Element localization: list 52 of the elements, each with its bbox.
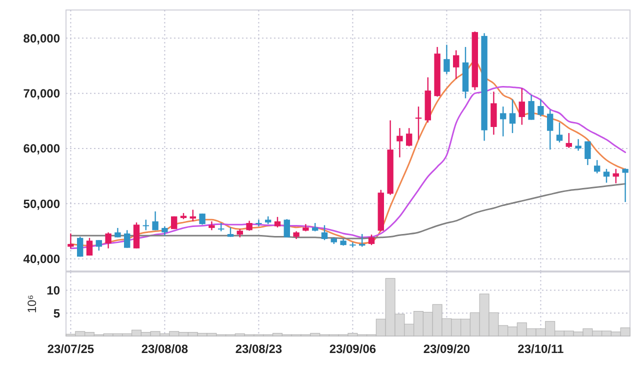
candlestick bbox=[350, 242, 356, 248]
candlestick bbox=[518, 88, 525, 126]
candlestick bbox=[453, 50, 460, 80]
y-tick-label: 10 bbox=[46, 283, 60, 298]
candlestick bbox=[124, 230, 130, 248]
x-tick-label: 23/08/23 bbox=[235, 342, 282, 356]
x-tick-label: 23/07/25 bbox=[47, 342, 94, 356]
candlestick bbox=[227, 226, 234, 238]
candlestick bbox=[86, 237, 93, 256]
y-tick-label: 40,000 bbox=[23, 252, 60, 266]
candlestick bbox=[321, 224, 328, 241]
candlestick bbox=[246, 220, 252, 232]
candlestick bbox=[406, 127, 412, 147]
candlestick bbox=[509, 98, 516, 134]
candlestick bbox=[622, 168, 628, 203]
candlestick bbox=[77, 236, 84, 258]
candlestick bbox=[68, 232, 74, 249]
candlestick bbox=[114, 227, 121, 238]
candlestick bbox=[105, 232, 112, 249]
candlestick bbox=[96, 240, 102, 252]
x-tick-label: 23/08/08 bbox=[141, 342, 188, 356]
candlestick bbox=[500, 106, 506, 137]
candlestick bbox=[133, 222, 140, 249]
candlestick bbox=[368, 234, 375, 246]
x-tick-label: 23/09/06 bbox=[329, 342, 376, 356]
candlestick bbox=[490, 91, 497, 136]
candlestick bbox=[142, 219, 149, 231]
y-tick-label: 60,000 bbox=[23, 142, 60, 156]
y-tick-label: 50,000 bbox=[23, 196, 60, 211]
y-tick-label: 5 bbox=[53, 306, 60, 320]
candlestick bbox=[274, 216, 281, 228]
candlestick bbox=[556, 122, 563, 144]
candlestick bbox=[575, 138, 582, 152]
candlestick bbox=[584, 140, 591, 166]
y-axis-title: 10⁶ bbox=[25, 294, 39, 314]
y-tick-label: 80,000 bbox=[23, 31, 60, 46]
candlestick bbox=[444, 44, 450, 75]
candlestick bbox=[256, 219, 262, 227]
candlestick bbox=[538, 98, 544, 118]
candlestick bbox=[152, 210, 158, 231]
candlestick bbox=[594, 159, 600, 174]
candlestick bbox=[528, 94, 534, 120]
candlestick bbox=[396, 127, 403, 158]
candlestick bbox=[547, 109, 554, 150]
x-tick-label: 23/10/11 bbox=[518, 342, 564, 356]
candlestick bbox=[603, 168, 610, 184]
candlestick bbox=[162, 226, 168, 236]
candlestick bbox=[566, 132, 572, 149]
y-tick-label: 70,000 bbox=[23, 86, 60, 101]
candlestick bbox=[199, 213, 206, 226]
x-tick-label: 23/09/20 bbox=[423, 342, 470, 356]
candlestick bbox=[284, 218, 290, 238]
